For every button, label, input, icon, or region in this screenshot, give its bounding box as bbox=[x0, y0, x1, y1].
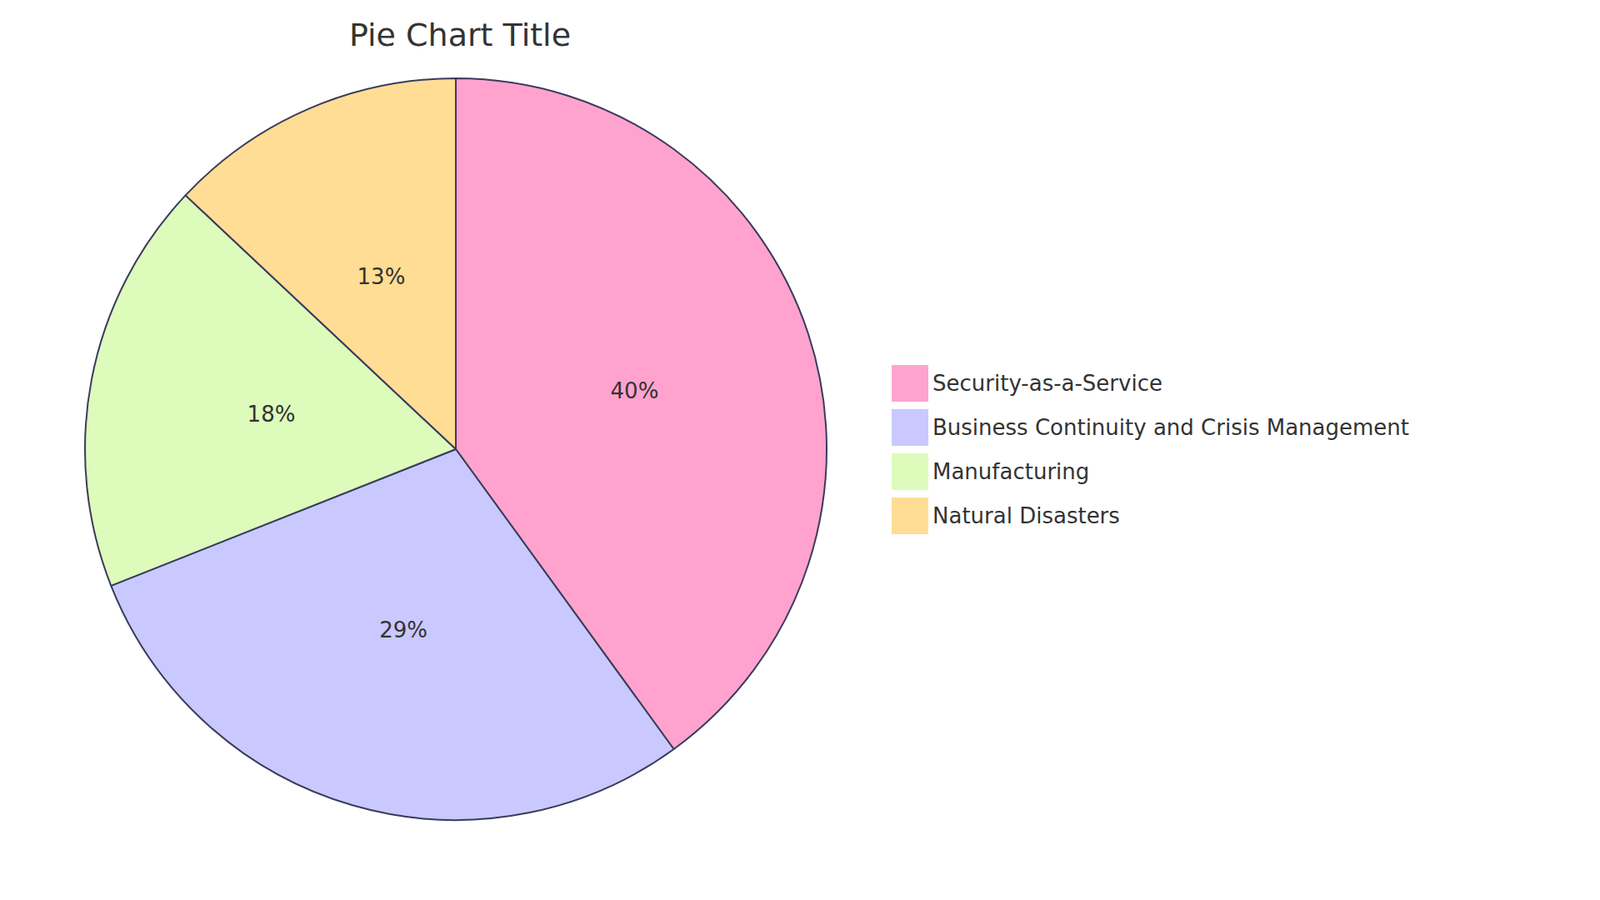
svg-text:Pie Chart Title: Pie Chart Title bbox=[349, 16, 571, 54]
svg-text:13%: 13% bbox=[357, 264, 406, 290]
svg-text:Business Continuity and Crisis: Business Continuity and Crisis Managemen… bbox=[932, 415, 1410, 440]
svg-text:Manufacturing: Manufacturing bbox=[932, 459, 1090, 485]
svg-text:Security-as-a-Service: Security-as-a-Service bbox=[932, 370, 1163, 396]
svg-text:29%: 29% bbox=[379, 617, 428, 643]
svg-text:Natural Disasters: Natural Disasters bbox=[932, 503, 1120, 529]
svg-text:18%: 18% bbox=[247, 401, 296, 427]
svg-text:40%: 40% bbox=[610, 378, 660, 404]
